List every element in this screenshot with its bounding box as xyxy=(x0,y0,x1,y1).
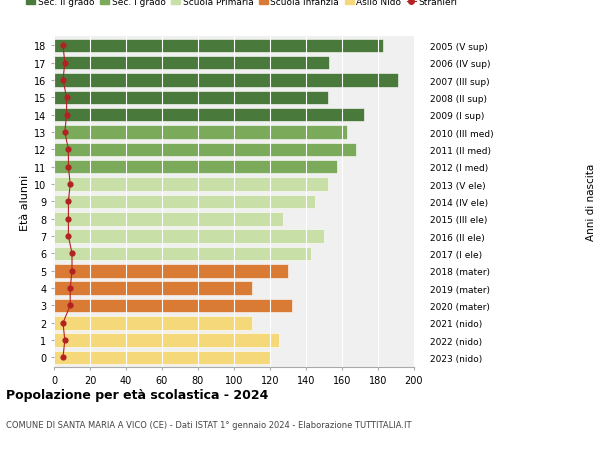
Bar xyxy=(54,282,252,295)
Point xyxy=(64,233,73,240)
Point xyxy=(58,43,68,50)
Point xyxy=(60,337,70,344)
Bar xyxy=(54,91,328,105)
Point xyxy=(60,60,70,67)
Point xyxy=(65,285,75,292)
Text: Anni di nascita: Anni di nascita xyxy=(586,163,596,241)
Y-axis label: Età alunni: Età alunni xyxy=(20,174,30,230)
Point xyxy=(64,164,73,171)
Point xyxy=(60,129,70,136)
Bar xyxy=(54,247,311,261)
Point xyxy=(64,198,73,206)
Point xyxy=(65,181,75,188)
Bar xyxy=(54,299,292,313)
Bar xyxy=(54,178,328,191)
Point xyxy=(62,95,71,102)
Bar xyxy=(54,195,315,209)
Point xyxy=(58,319,68,327)
Bar xyxy=(54,74,398,88)
Bar xyxy=(54,230,324,243)
Bar xyxy=(54,161,337,174)
Bar xyxy=(54,213,283,226)
Bar xyxy=(54,334,279,347)
Point xyxy=(65,302,75,309)
Bar xyxy=(54,143,356,157)
Legend: Sec. II grado, Sec. I grado, Scuola Primaria, Scuola Infanzia, Asilo Nido, Stran: Sec. II grado, Sec. I grado, Scuola Prim… xyxy=(26,0,457,7)
Text: Popolazione per età scolastica - 2024: Popolazione per età scolastica - 2024 xyxy=(6,388,268,401)
Bar xyxy=(54,57,329,70)
Bar xyxy=(54,109,364,122)
Point xyxy=(64,146,73,154)
Bar xyxy=(54,264,288,278)
Point xyxy=(58,77,68,84)
Point xyxy=(62,112,71,119)
Bar xyxy=(54,126,347,140)
Bar xyxy=(54,39,383,53)
Point xyxy=(67,268,77,275)
Bar xyxy=(54,351,270,364)
Point xyxy=(58,354,68,361)
Text: COMUNE DI SANTA MARIA A VICO (CE) - Dati ISTAT 1° gennaio 2024 - Elaborazione TU: COMUNE DI SANTA MARIA A VICO (CE) - Dati… xyxy=(6,420,412,429)
Point xyxy=(67,250,77,257)
Bar xyxy=(54,316,252,330)
Point xyxy=(64,216,73,223)
